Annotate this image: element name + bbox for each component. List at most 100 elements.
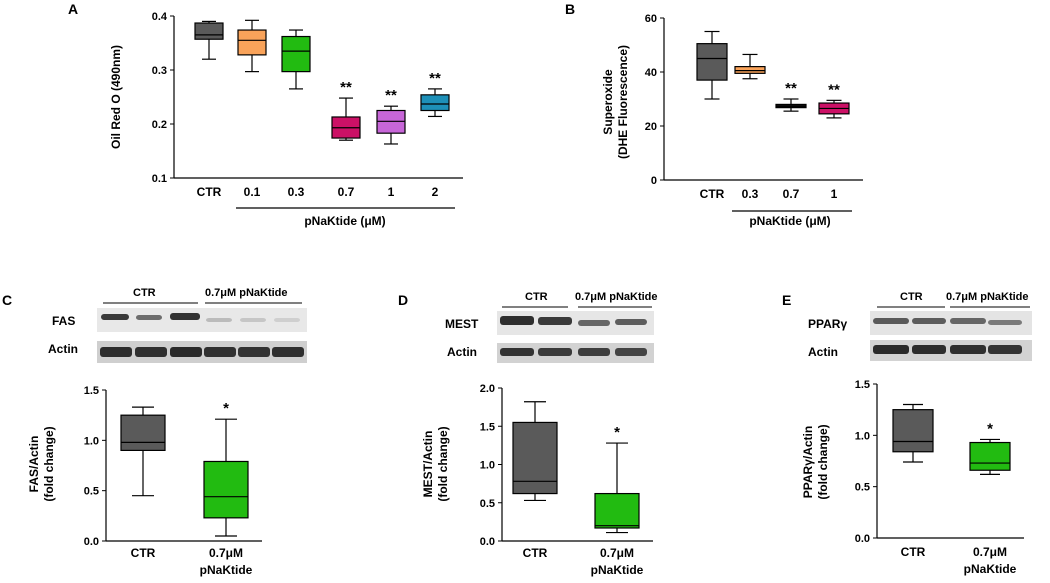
blot-band (578, 320, 610, 326)
panel-letter-b: B (565, 1, 575, 17)
blot-band (615, 348, 647, 356)
chart-a-x-label: CTR (197, 185, 222, 199)
blot-band (912, 318, 946, 324)
blot-band (988, 320, 1022, 325)
blot-band (578, 348, 610, 356)
chart-e-y-tick-label: 1.0 (855, 430, 870, 442)
chart-a-x-label: 2 (432, 185, 439, 199)
chart-d-mest: 0.0 0.5 1.0 1.5 2.0 MEST/Actin (fold change) * C… (421, 383, 653, 577)
blot-d-group2-label: 0.7μM pNaKtide (575, 291, 658, 303)
chart-e-box-1 (892, 403, 934, 463)
chart-a-x-label: 0.1 (244, 185, 261, 199)
chart-c-y-tick-label: 0.0 (84, 536, 99, 548)
box-iqr (734, 65, 766, 74)
blot-band (272, 347, 304, 357)
blot-c-strip-target (97, 308, 307, 332)
blot-band (538, 348, 572, 356)
chart-e-y-tick-label: 0.5 (855, 482, 870, 494)
blot-e-row2-label: Actin (808, 345, 838, 359)
blot-d-row2-label: Actin (447, 345, 477, 359)
blot-band (500, 348, 534, 356)
chart-a-x-label: 1 (388, 185, 395, 199)
chart-e-x-label-line2: pNaKtide (964, 562, 1017, 576)
blot-d-bands (500, 316, 647, 356)
chart-d-y-tick-label: 1.0 (480, 460, 495, 472)
box-iqr (892, 409, 934, 453)
blot-c-group1-label: CTR (133, 287, 156, 299)
chart-d-y-tick-label: 0.0 (480, 536, 495, 548)
chart-c-box-1 (120, 406, 166, 497)
blot-band (238, 347, 270, 357)
chart-e-y-label-line: PPARγ/Actin (801, 426, 815, 498)
blot-band (873, 318, 909, 324)
chart-d-y-tick-label: 1.5 (480, 421, 495, 433)
chart-c-y-tick-label: 0.5 (84, 486, 99, 498)
chart-e-ppar: 0.0 0.5 1.0 1.5 PPARγ/Actin (fold change) * CTR… (801, 379, 1024, 576)
chart-a-x-label: 0.3 (288, 185, 305, 199)
chart-a-box-6: ** (420, 70, 450, 118)
panel-letter-c: C (2, 292, 12, 308)
significance-marker: ** (429, 70, 441, 87)
blot-band (136, 315, 162, 320)
blot-band (950, 318, 986, 324)
chart-e-y-label-line: (fold change) (816, 424, 830, 499)
chart-b-superoxide: 0 20 40 60 Superoxide (DHE Fluorescence) ** ** C… (601, 13, 863, 228)
blot-band (206, 318, 232, 322)
chart-a-y-label: Oil Red O (490nm) (109, 45, 123, 149)
chart-d-y-label-line: MEST/Actin (421, 431, 435, 498)
chart-b-y-tick-label: 60 (645, 13, 657, 25)
box-iqr (237, 29, 267, 56)
blot-c-row1-label: FAS (52, 314, 75, 328)
blot-band (100, 347, 132, 357)
chart-c-x-label: CTR (131, 546, 156, 560)
chart-a-oil-red-o: 0.1 0.2 0.3 0.4 Oil Red O (490nm) ** ** ** CTR 0.… (109, 11, 463, 228)
blot-band (101, 314, 129, 320)
chart-b-box-4: ** (818, 81, 850, 119)
chart-b-y-tick-label: 40 (645, 67, 657, 79)
chart-c-y-label-line: (fold change) (42, 426, 56, 501)
significance-marker: ** (785, 80, 797, 97)
chart-a-y-tick-label: 0.2 (152, 119, 167, 131)
chart-b-x-label: 0.3 (742, 187, 759, 201)
chart-b-y-label-line: Superoxide (601, 69, 615, 135)
chart-c-box-2: * (203, 400, 249, 537)
blot-band (615, 319, 647, 325)
significance-marker: * (614, 424, 620, 441)
chart-e-x-label: CTR (901, 545, 926, 559)
chart-b-box-3: ** (775, 80, 807, 112)
chart-e-x-label: 0.7μM (973, 545, 1007, 559)
significance-marker: ** (828, 81, 840, 98)
chart-c-x-label: 0.7μM (209, 546, 243, 560)
chart-a-box-1 (194, 20, 224, 60)
chart-e-y-tick-label: 1.5 (855, 379, 870, 391)
panel-letter-e: E (782, 292, 791, 308)
blot-c: CTR 0.7μM pNaKtide FAS Actin (48, 287, 307, 363)
chart-d-y-tick-label: 2.0 (480, 383, 495, 395)
blot-band (912, 345, 946, 354)
chart-a-box-4: ** (331, 79, 361, 141)
blot-c-bands (100, 313, 304, 357)
box-iqr (120, 414, 166, 451)
chart-d-box-2: * (594, 424, 640, 534)
blot-band (500, 316, 534, 325)
chart-a-y-tick-label: 0.3 (152, 65, 167, 77)
blot-band (204, 347, 236, 357)
chart-d-y-label-line: (fold change) (436, 426, 450, 501)
chart-d-box-1 (512, 401, 558, 502)
box-iqr (203, 460, 249, 519)
chart-c-y-tick-label: 1.5 (84, 385, 99, 397)
blot-d: CTR 0.7μM pNaKtide MEST Actin (445, 291, 658, 363)
chart-a-bracket-label: pNaKtide (μM) (304, 214, 385, 228)
box-iqr (594, 492, 640, 529)
chart-b-y-tick-label: 0 (651, 175, 657, 187)
box-iqr (512, 421, 558, 495)
blot-band (135, 347, 167, 357)
blot-d-group1-label: CTR (525, 291, 548, 303)
chart-d-x-label: 0.7μM (600, 546, 634, 560)
blot-d-row1-label: MEST (445, 317, 479, 331)
significance-marker: ** (385, 87, 397, 104)
chart-c-x-label-line2: pNaKtide (200, 563, 253, 577)
blot-e-bands (873, 318, 1022, 354)
chart-b-box-2 (734, 53, 766, 80)
blot-band (538, 317, 572, 325)
